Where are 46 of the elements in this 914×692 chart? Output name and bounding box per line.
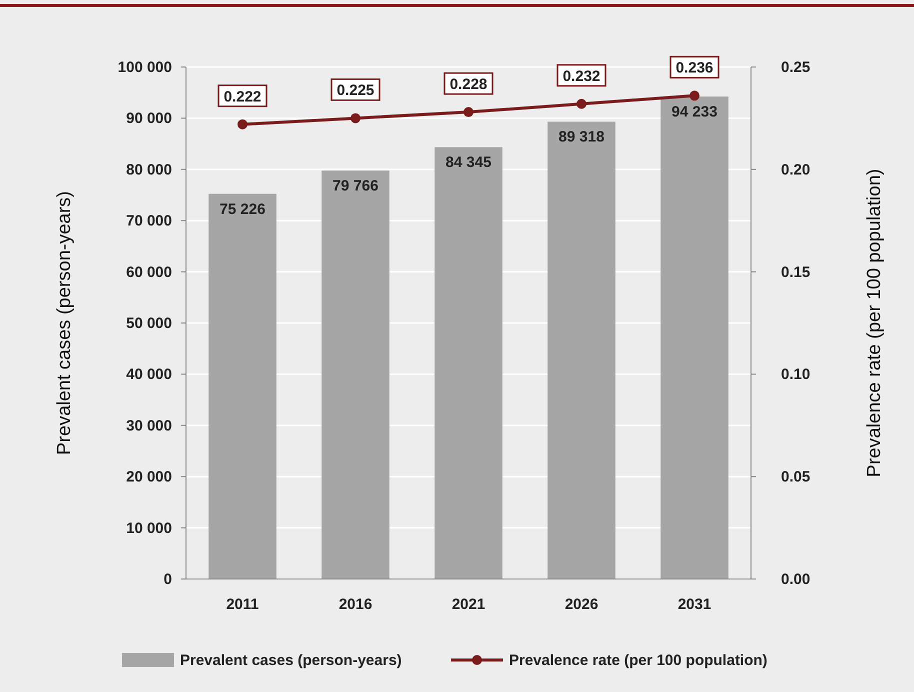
x-tick-label: 2031 [678,596,712,613]
point [350,113,360,124]
data-label: 94 233 [672,104,718,121]
point [238,119,248,130]
x-tick-label: 2016 [338,596,372,613]
y2-tick-label: 0.25 [781,59,810,76]
bar [660,96,728,579]
legend-label: Prevalent cases (person-years) [180,652,402,669]
x-tick-label: 2011 [226,596,259,613]
bar [434,147,502,579]
y-tick-label: 10 000 [126,520,172,537]
data-label: 0.222 [224,88,262,106]
data-label: 89 318 [558,128,604,146]
data-label: 0.225 [336,82,374,100]
y2-tick-label: 0.00 [781,571,810,588]
y-tick-label: 20 000 [126,468,172,486]
data-label: 0.232 [562,68,600,85]
x-tick-label: 2026 [564,596,598,613]
y-tick-label: 60 000 [126,264,172,281]
y-tick-label: 0 [164,571,172,588]
y2-axis-title: Prevalence rate (per 100 population) [864,168,885,478]
y-tick-label: 50 000 [126,315,172,332]
data-label: 0.236 [676,60,714,77]
data-label: 79 766 [332,178,378,195]
data-label: 84 345 [446,154,492,172]
data-label: 0.228 [450,76,488,94]
y-axis-title: Prevalent cases (person-years) [54,191,75,455]
y-tick-label: 100 000 [118,59,172,76]
point [576,98,586,109]
bar [322,170,390,579]
point [690,90,700,101]
y2-tick-label: 0.05 [781,468,810,486]
y-tick-label: 40 000 [126,366,172,384]
x-tick-label: 2021 [452,596,486,613]
y-tick-label: 90 000 [126,110,172,128]
y-tick-label: 80 000 [126,161,172,178]
bar [548,122,616,579]
bar [208,194,276,579]
legend-label: Prevalence rate (per 100 population) [509,652,768,669]
y-tick-label: 70 000 [126,212,172,230]
data-label: 75 226 [220,200,266,218]
y2-tick-label: 0.10 [781,366,810,384]
y2-tick-label: 0.20 [781,161,810,178]
y2-tick-label: 0.15 [781,264,810,281]
y-tick-label: 30 000 [126,417,172,434]
point [464,107,474,118]
